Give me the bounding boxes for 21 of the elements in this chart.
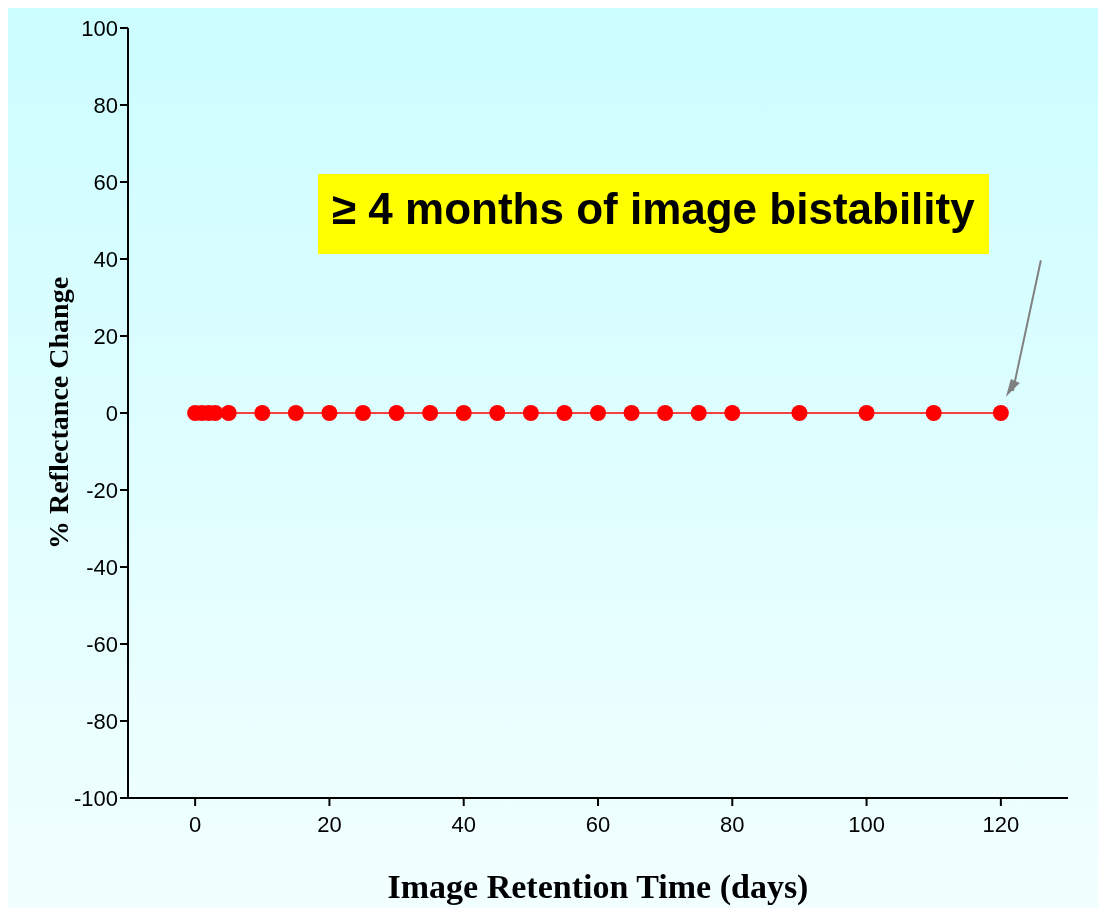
y-tick-label: -80 bbox=[86, 708, 118, 734]
x-tick-label: 20 bbox=[317, 811, 342, 837]
x-axis-title: Image Retention Time (days) bbox=[387, 868, 809, 906]
x-tick-label: 80 bbox=[720, 811, 745, 837]
y-tick-label: 60 bbox=[93, 169, 118, 195]
x-tick-label: 0 bbox=[189, 811, 202, 837]
x-tick-label: 60 bbox=[585, 811, 611, 837]
y-tick-label: -20 bbox=[86, 477, 118, 503]
x-tick-label: 100 bbox=[848, 811, 885, 837]
y-tick-label: 100 bbox=[81, 15, 118, 41]
x-tick-label: 40 bbox=[451, 811, 476, 837]
y-tick-label: 40 bbox=[93, 246, 118, 272]
y-tick-label: -100 bbox=[73, 785, 118, 811]
annotation: ≥ 4 months of image bistability bbox=[318, 174, 989, 255]
y-tick-label: 0 bbox=[105, 400, 118, 426]
y-tick-label: 20 bbox=[93, 323, 118, 349]
y-tick-label: 80 bbox=[93, 92, 118, 118]
y-tick-label: -40 bbox=[86, 554, 118, 580]
x-tick-label: 120 bbox=[982, 811, 1020, 837]
y-axis-title: % Reflectance Change bbox=[42, 276, 74, 550]
y-tick-label: -60 bbox=[86, 631, 118, 657]
